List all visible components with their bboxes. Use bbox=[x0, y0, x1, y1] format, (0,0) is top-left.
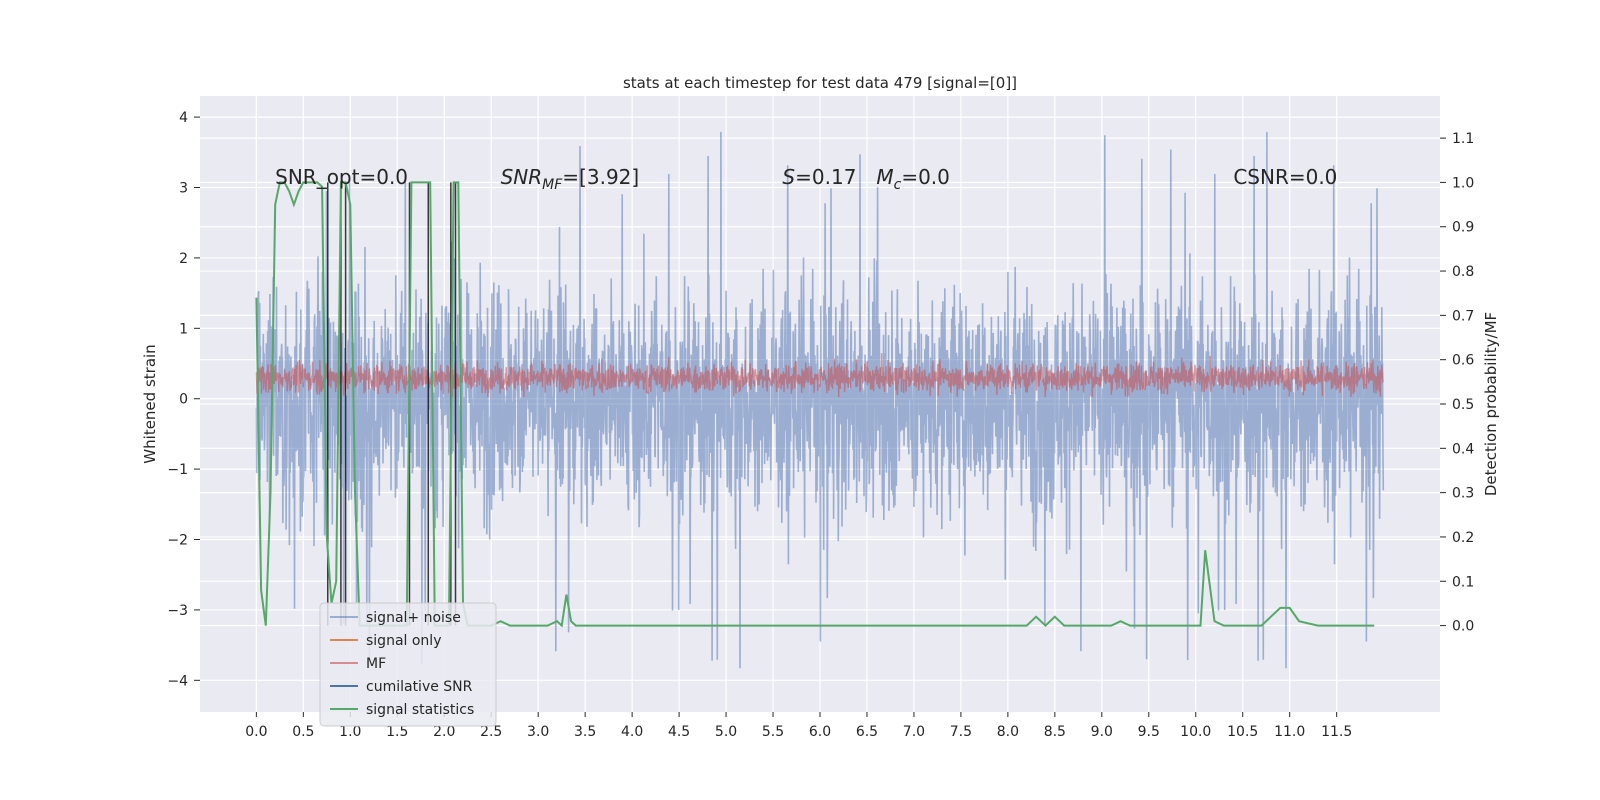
x-tick-label: 7.0 bbox=[903, 724, 925, 740]
y2-axis-label: Detection probability/MF bbox=[1482, 312, 1500, 496]
y-tick-label: 0 bbox=[179, 392, 188, 408]
annotations: SNR_opt=0.0 SNRMF=[3.92] S=0.17 Mc=0.0 CSNR=… bbox=[275, 165, 1337, 193]
x-tick-label: 11.5 bbox=[1321, 724, 1352, 740]
y2-tick-label: 0.7 bbox=[1452, 308, 1474, 324]
x-tick-label: 2.5 bbox=[480, 724, 502, 740]
x-tick-label: 9.5 bbox=[1138, 724, 1160, 740]
y2-tick-label: 0.5 bbox=[1452, 397, 1474, 413]
x-tick-label: 4.0 bbox=[621, 724, 643, 740]
legend-label: signal statistics bbox=[366, 702, 474, 718]
stat-annotation: SNR_opt=0.0 bbox=[275, 165, 408, 189]
legend-label: MF bbox=[366, 656, 386, 672]
x-tick-label: 0.0 bbox=[245, 724, 267, 740]
x-tick-label: 11.0 bbox=[1274, 724, 1305, 740]
y2-tick-label: 0.3 bbox=[1452, 486, 1474, 502]
stat-annotation: S=0.17 bbox=[782, 165, 856, 189]
x-tick-label: 1.5 bbox=[386, 724, 408, 740]
y-tick-label: 4 bbox=[179, 110, 188, 126]
y2-tick-label: 0.4 bbox=[1452, 441, 1474, 457]
x-tick-label: 8.5 bbox=[1044, 724, 1066, 740]
y-tick-label: 2 bbox=[179, 251, 188, 267]
x-tick-label: 0.5 bbox=[292, 724, 314, 740]
legend-label: signal only bbox=[366, 633, 441, 649]
x-tick-label: 1.0 bbox=[339, 724, 361, 740]
series-layer bbox=[255, 131, 1385, 669]
y2-tick-label: 0.9 bbox=[1452, 220, 1474, 236]
y2-tick-label: 1.0 bbox=[1452, 175, 1474, 191]
legend-box bbox=[319, 602, 497, 727]
y-tick-label: −4 bbox=[167, 673, 188, 689]
chart-title: stats at each timestep for test data 479… bbox=[623, 74, 1017, 92]
y-tick-label: −3 bbox=[167, 603, 188, 619]
x-tick-label: 9.0 bbox=[1091, 724, 1113, 740]
mf-line bbox=[255, 353, 1384, 398]
x-tick-label: 6.5 bbox=[856, 724, 878, 740]
y2-tick-label: 0.0 bbox=[1452, 619, 1474, 635]
x-tick-label: 10.5 bbox=[1227, 724, 1258, 740]
legend-label: cumilative SNR bbox=[366, 679, 473, 695]
x-tick-label: 8.0 bbox=[997, 724, 1019, 740]
y2-tick-label: 0.2 bbox=[1452, 530, 1474, 546]
y-tick-label: 1 bbox=[179, 321, 188, 337]
x-tick-label: 4.5 bbox=[668, 724, 690, 740]
x-tick-label: 5.0 bbox=[715, 724, 737, 740]
y2-tick-label: 0.1 bbox=[1452, 574, 1474, 590]
x-tick-label: 10.0 bbox=[1180, 724, 1211, 740]
tick-labels: 0.0 0.5 1.0 1.5 2.0 2.5 3.0 3.5 4.0 4.5 5.0 5.5 6.0 6… bbox=[167, 110, 1474, 740]
y2-tick-label: 0.8 bbox=[1452, 264, 1474, 280]
x-tick-label: 6.0 bbox=[809, 724, 831, 740]
y-axis-label: Whitened strain bbox=[141, 344, 159, 463]
y2-tick-label: 0.6 bbox=[1452, 353, 1474, 369]
stat-annotation: SNRMF=[3.92] bbox=[501, 165, 640, 193]
x-tick-label: 7.5 bbox=[950, 724, 972, 740]
y-tick-label: −2 bbox=[167, 533, 188, 549]
y2-tick-label: 1.1 bbox=[1452, 131, 1474, 147]
stat-annotation: Mc=0.0 bbox=[876, 165, 950, 193]
x-tick-label: 3.0 bbox=[527, 724, 549, 740]
stat-annotation: CSNR=0.0 bbox=[1233, 165, 1337, 189]
y-tick-label: 3 bbox=[179, 181, 188, 197]
signal-noise-line bbox=[255, 131, 1385, 669]
x-tick-label: 2.0 bbox=[433, 724, 455, 740]
x-tick-label: 5.5 bbox=[762, 724, 784, 740]
y-tick-label: −1 bbox=[167, 462, 188, 478]
legend-label: signal+ noise bbox=[366, 610, 461, 626]
legend: signal+ noise signal only MF cumilative SNR… bbox=[319, 602, 497, 727]
x-tick-label: 3.5 bbox=[574, 724, 596, 740]
